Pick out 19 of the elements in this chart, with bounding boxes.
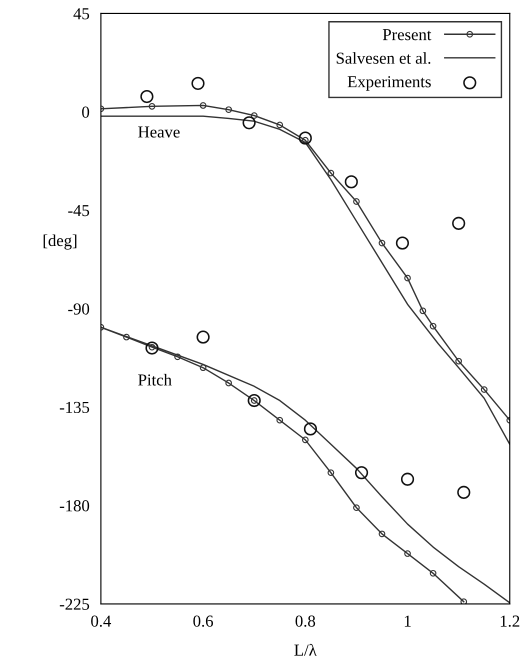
annotation: Pitch — [138, 374, 172, 386]
x-tick-label: 0.8 — [296, 615, 316, 627]
y-tick-label: -225 — [60, 598, 90, 610]
y-tick-label: -135 — [60, 402, 90, 414]
y-tick-label: 45 — [73, 8, 90, 20]
y-tick-label: -90 — [68, 303, 90, 315]
legend-label: Experiments — [348, 76, 431, 91]
x-tick-label: 1 — [404, 616, 411, 627]
y-axis-title: [deg] — [44, 234, 76, 250]
x-axis-title: L/λ — [294, 644, 317, 656]
legend-label: Salvesen et al. — [336, 52, 430, 64]
annotation: Heave — [138, 126, 180, 138]
x-tick-label: 0.6 — [193, 615, 214, 627]
x-tick-label: 0.4 — [91, 615, 112, 627]
y-tick-label: 0 — [82, 106, 90, 118]
legend-label: Present — [382, 29, 432, 40]
y-tick-label: -180 — [60, 500, 90, 512]
x-tick-label: 1.2 — [500, 616, 520, 627]
y-tick-label: -45 — [68, 205, 90, 216]
